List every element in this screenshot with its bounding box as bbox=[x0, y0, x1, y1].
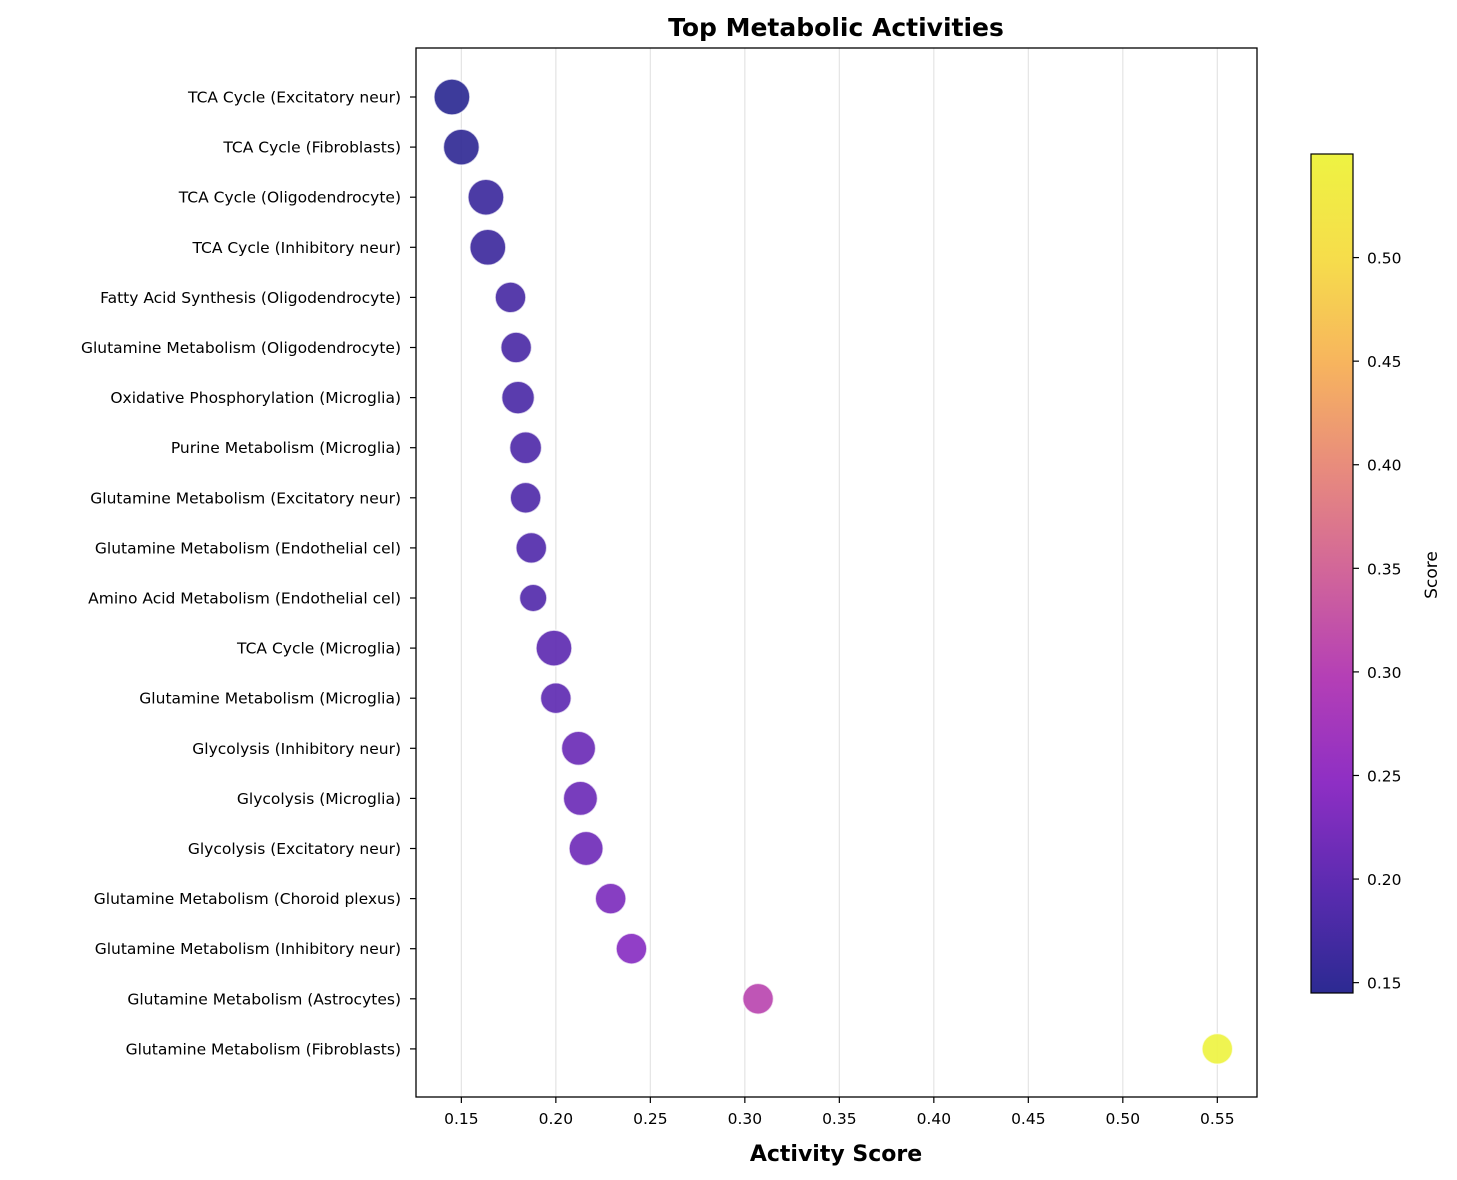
data-point bbox=[500, 331, 533, 364]
colorbar-tick-label: 0.40 bbox=[1367, 457, 1402, 475]
x-tick-label: 0.45 bbox=[1011, 1110, 1046, 1128]
plot-frame bbox=[415, 47, 1258, 1098]
data-point bbox=[741, 982, 775, 1015]
colorbar-tick-label: 0.20 bbox=[1367, 871, 1402, 889]
x-tick-label: 0.35 bbox=[822, 1110, 857, 1128]
colorbar-gradient bbox=[1310, 153, 1354, 994]
y-category-label: Glycolysis (Microglia) bbox=[237, 790, 401, 808]
y-category-label: Glutamine Metabolism (Inhibitory neur) bbox=[95, 940, 401, 958]
y-category-label: Amino Acid Metabolism (Endothelial cel) bbox=[88, 590, 401, 608]
y-category-label: Glutamine Metabolism (Endothelial cel) bbox=[95, 539, 401, 557]
colorbar-tick-label: 0.15 bbox=[1367, 975, 1402, 993]
points bbox=[433, 78, 1234, 1066]
colorbar-tick-label: 0.35 bbox=[1367, 560, 1402, 578]
data-point bbox=[539, 682, 573, 715]
data-point bbox=[433, 78, 471, 116]
data-point bbox=[467, 178, 505, 216]
y-category-label: Fatty Acid Synthesis (Oligodendrocyte) bbox=[100, 289, 401, 307]
y-category-label: Oxidative Phosphorylation (Microglia) bbox=[110, 389, 401, 407]
y-category-label: Glycolysis (Excitatory neur) bbox=[188, 840, 401, 858]
x-tick-label: 0.15 bbox=[444, 1110, 479, 1128]
y-category-label: Glutamine Metabolism (Oligodendrocyte) bbox=[81, 339, 401, 357]
x-tick-label: 0.40 bbox=[917, 1110, 952, 1128]
y-category-label: Glutamine Metabolism (Choroid plexus) bbox=[94, 890, 401, 908]
data-point bbox=[568, 830, 604, 867]
y-category-label: Glutamine Metabolism (Microglia) bbox=[139, 690, 401, 708]
colorbar-tick-label: 0.50 bbox=[1367, 250, 1402, 268]
data-point bbox=[494, 281, 527, 314]
y-category-label: Purine Metabolism (Microglia) bbox=[171, 439, 401, 457]
x-tick-label: 0.50 bbox=[1106, 1110, 1141, 1128]
colorbar-tick-label: 0.30 bbox=[1367, 664, 1402, 682]
data-point bbox=[518, 583, 548, 613]
x-axis-label: Activity Score bbox=[750, 1142, 922, 1167]
y-category-label: TCA Cycle (Inhibitory neur) bbox=[191, 239, 401, 257]
data-point bbox=[562, 780, 599, 817]
data-point bbox=[594, 882, 627, 915]
data-point bbox=[500, 380, 536, 415]
y-category-label: Glutamine Metabolism (Fibroblasts) bbox=[126, 1040, 401, 1058]
colorbar-tick-label: 0.25 bbox=[1367, 767, 1402, 785]
data-point bbox=[509, 481, 542, 514]
colorbar-tick-label: 0.45 bbox=[1367, 353, 1402, 371]
x-ticks: 0.15 0.20 0.25 0.30 0.35 0.40 0.45 0.50 0.55 bbox=[444, 1097, 1235, 1128]
colorbar-label: Score bbox=[1422, 551, 1442, 599]
chart-title: Top Metabolic Activities bbox=[668, 13, 1004, 42]
y-category-label: Glutamine Metabolism (Excitatory neur) bbox=[90, 489, 401, 507]
y-categories: TCA Cycle (Excitatory neur) TCA Cycle (Fi… bbox=[81, 89, 416, 1058]
y-category-label: TCA Cycle (Fibroblasts) bbox=[222, 139, 401, 157]
data-point bbox=[615, 932, 648, 965]
data-point bbox=[469, 228, 507, 267]
colorbar: 0.15 0.20 0.25 0.30 0.35 0.40 0.45 0.50 bbox=[1310, 153, 1402, 994]
y-category-label: Glycolysis (Inhibitory neur) bbox=[192, 740, 401, 758]
y-category-label: TCA Cycle (Oligodendrocyte) bbox=[178, 189, 401, 207]
data-point bbox=[535, 629, 573, 667]
data-point bbox=[508, 430, 543, 465]
data-point bbox=[1201, 1032, 1234, 1066]
x-tick-label: 0.20 bbox=[539, 1110, 574, 1128]
x-tick-label: 0.25 bbox=[633, 1110, 668, 1128]
x-tick-label: 0.30 bbox=[728, 1110, 763, 1128]
y-category-label: TCA Cycle (Excitatory neur) bbox=[187, 89, 401, 107]
y-category-label: Glutamine Metabolism (Astrocytes) bbox=[127, 990, 401, 1008]
data-point bbox=[515, 531, 548, 565]
data-point bbox=[560, 730, 597, 767]
x-tick-label: 0.55 bbox=[1200, 1110, 1235, 1128]
grid bbox=[460, 48, 1218, 1097]
y-category-label: TCA Cycle (Microglia) bbox=[236, 640, 401, 658]
data-point bbox=[442, 128, 481, 166]
